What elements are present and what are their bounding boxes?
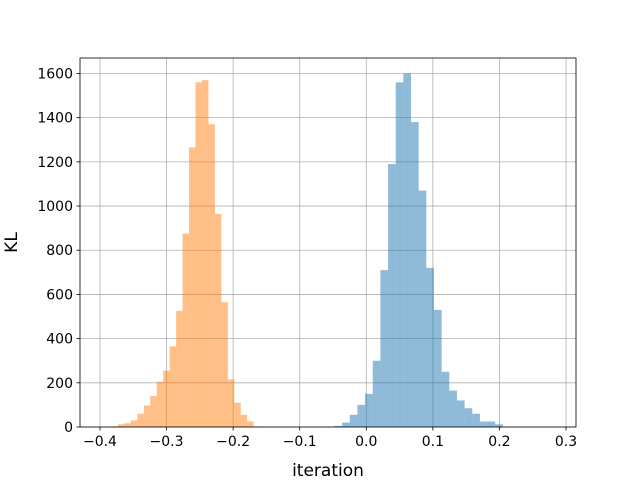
x-tick-label: −0.2	[216, 434, 250, 450]
x-tick-label: 0.3	[555, 434, 577, 450]
histogram-bar-series-2	[240, 414, 248, 427]
histogram-bar-series-1	[449, 390, 457, 427]
x-axis-ticks: −0.4 −0.3 −0.2 −0.1 0.0 0.1 0.2 0.3	[83, 427, 577, 450]
histogram-bar-series-2	[234, 402, 241, 427]
y-tick-label: 1200	[37, 155, 73, 171]
histogram-bar-series-1	[334, 425, 343, 427]
gridlines	[80, 58, 576, 428]
histogram-bar-series-2	[156, 381, 164, 427]
y-tick-label: 400	[46, 332, 73, 348]
histogram-bar-series-1	[349, 414, 358, 427]
y-tick-label: 800	[46, 243, 73, 259]
histogram-bar-series-1	[403, 73, 412, 427]
histogram-bar-series-2	[163, 370, 170, 427]
x-tick-label: 0.0	[355, 434, 377, 450]
x-tick-label: −0.4	[83, 434, 117, 450]
histogram-bar-series-1	[372, 360, 381, 427]
plot-frame	[79, 57, 577, 428]
histogram-bar-series-2	[247, 421, 254, 427]
x-tick-label: 0.1	[422, 434, 444, 450]
y-tick-label: 600	[46, 287, 73, 303]
histogram-bar-series-1	[380, 270, 389, 427]
histogram-bar-series-1	[479, 421, 488, 427]
histogram-bar-series-2	[182, 233, 190, 427]
histogram-bar-series-1	[472, 413, 480, 427]
x-axis-label: iteration	[292, 461, 364, 480]
histogram-bar-series-1	[388, 164, 396, 427]
histogram-bar-series-1	[395, 82, 404, 427]
histogram-bar-series-1	[411, 122, 419, 427]
histogram-bar-series-1	[418, 190, 427, 427]
histogram-bar-series-2	[221, 302, 228, 427]
histogram-bar-series-2	[189, 147, 196, 427]
histogram-bar-series-1	[342, 422, 350, 427]
histogram-bar-series-2	[137, 413, 144, 427]
histogram-bar-series-2	[214, 213, 222, 427]
histogram-bar-series-1	[495, 424, 503, 427]
histogram-bar-series-2	[208, 124, 215, 428]
x-tick-label: −0.1	[283, 434, 317, 450]
y-tick-label: 1600	[37, 66, 73, 82]
histogram-bar-series-1	[441, 371, 450, 427]
histogram-bar-series-2	[227, 379, 235, 427]
histogram-bars	[111, 73, 503, 428]
x-tick-label: 0.2	[488, 434, 510, 450]
histogram-bar-series-2	[201, 80, 209, 427]
y-tick-label: 1000	[37, 199, 73, 215]
histogram-bar-series-2	[143, 405, 151, 427]
histogram-bar-series-2	[118, 424, 125, 427]
y-axis-ticks: 0 200 400 600 800 1000 1200 1400 1600	[37, 66, 80, 436]
histogram-bar-series-2	[176, 310, 183, 427]
histogram-bar-series-1	[464, 408, 473, 427]
x-tick-label: −0.3	[150, 434, 184, 450]
histogram-bar-series-1	[433, 309, 442, 427]
histogram-bar-series-2	[150, 396, 157, 427]
y-tick-label: 0	[64, 420, 73, 436]
histogram-bar-series-1	[365, 393, 373, 427]
histogram-bar-series-2	[124, 423, 131, 427]
histogram-bar-series-2	[195, 82, 202, 427]
y-tick-label: 200	[46, 376, 73, 392]
histogram-bar-series-1	[456, 400, 465, 427]
y-tick-label: 1400	[37, 111, 73, 127]
y-axis-label: KL	[2, 232, 22, 253]
histogram-bar-series-2	[130, 420, 138, 427]
histogram-bar-series-1	[426, 267, 434, 427]
histogram-bar-series-1	[487, 421, 496, 427]
histogram-bar-series-1	[357, 404, 366, 427]
histogram-bar-series-2	[169, 346, 177, 427]
